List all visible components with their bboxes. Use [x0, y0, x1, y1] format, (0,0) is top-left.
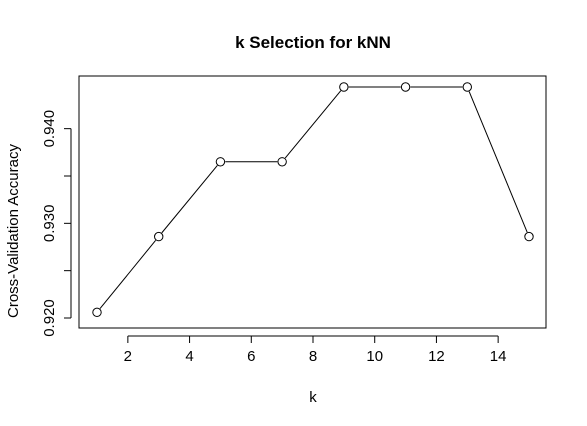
x-tick-label: 4 [185, 348, 193, 365]
x-tick-label: 8 [309, 348, 317, 365]
data-point [339, 82, 349, 92]
data-point [92, 307, 102, 318]
x-tick-label: 10 [366, 348, 383, 365]
series-line-segment [284, 90, 342, 159]
x-axis-label: k [309, 389, 317, 406]
series-group [92, 82, 534, 318]
y-tick-label: 0.920 [41, 299, 58, 337]
series-line-segment [468, 91, 528, 233]
data-point [400, 82, 411, 92]
plot-box [78, 75, 547, 329]
x-axis: 2 4 6 8 10 12 14 [124, 335, 507, 365]
y-tick-label: 0.930 [41, 205, 58, 243]
y-tick-label: 0.940 [41, 110, 58, 148]
x-tick-label: 6 [247, 348, 255, 365]
y-axis: 0.920 0.930 0.940 [41, 110, 72, 337]
chart-title: k Selection for kNN [235, 33, 391, 52]
data-point [524, 231, 534, 242]
data-point [154, 231, 164, 242]
x-tick-label: 2 [124, 348, 132, 365]
y-axis-label: Cross-Validation Accuracy [5, 144, 22, 318]
series-line-segment [99, 239, 157, 309]
data-point [462, 82, 472, 92]
x-tick-label: 14 [490, 348, 507, 365]
series-line-segment [161, 165, 218, 234]
x-tick-label: 12 [428, 348, 445, 365]
data-point [215, 157, 226, 167]
data-point [277, 157, 287, 167]
